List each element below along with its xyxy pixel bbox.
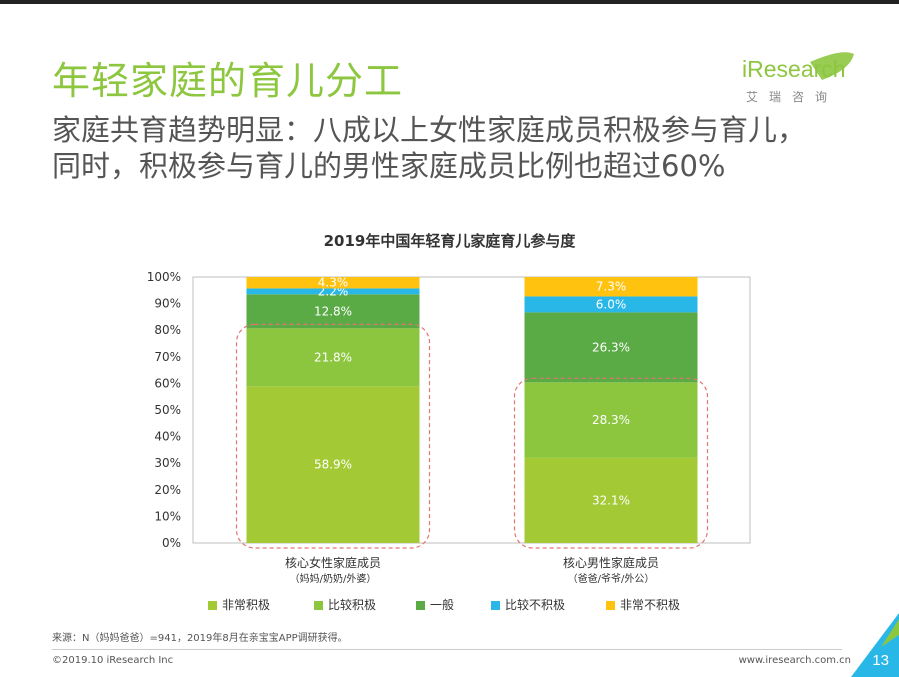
legend-swatch bbox=[606, 601, 615, 610]
subtitle-line-2: 同时，积极参与育儿的男性家庭成员比例也超过60% bbox=[52, 149, 726, 183]
subtitle-line-1: 家庭共育趋势明显：八成以上女性家庭成员积极参与育儿， bbox=[52, 113, 807, 147]
data-label: 26.3% bbox=[592, 340, 630, 354]
y-tick-label: 80% bbox=[154, 323, 181, 337]
x-category-sublabel: （妈妈/奶奶/外婆） bbox=[290, 572, 377, 585]
legend-swatch bbox=[314, 601, 323, 610]
data-label: 32.1% bbox=[592, 493, 630, 507]
y-tick-label: 0% bbox=[162, 536, 181, 550]
logo-leaf-icon bbox=[810, 52, 854, 80]
legend-item: 比较不积极 bbox=[491, 596, 565, 613]
data-label: 21.8% bbox=[314, 350, 352, 364]
data-label: 7.3% bbox=[596, 280, 627, 294]
y-tick-label: 30% bbox=[154, 456, 181, 470]
data-label: 6.0% bbox=[596, 297, 627, 311]
y-tick-label: 20% bbox=[154, 483, 181, 497]
bar-segment bbox=[246, 386, 420, 543]
legend-item: 一般 bbox=[416, 596, 454, 613]
bar-segment bbox=[524, 382, 698, 458]
data-label: 4.3% bbox=[318, 276, 349, 290]
legend-label: 一般 bbox=[430, 598, 455, 612]
y-tick-label: 70% bbox=[154, 350, 181, 364]
y-tick-label: 40% bbox=[154, 430, 181, 444]
page-corner-decoration bbox=[851, 613, 899, 677]
iresearch-logo: iResearch 艾瑞咨询 bbox=[742, 50, 860, 110]
stacked-bar-chart: 0% 10% 20% 30% 40% 50% 60% 70% 80% 90% 100% 58.9% 21… bbox=[147, 270, 751, 585]
y-tick-label: 100% bbox=[147, 270, 181, 284]
legend-item: 非常不积极 bbox=[606, 596, 680, 613]
page-number: 13 bbox=[872, 652, 889, 669]
legend-label: 非常不积极 bbox=[620, 598, 681, 612]
top-border bbox=[0, 0, 899, 4]
page-subtitle: 家庭共育趋势明显：八成以上女性家庭成员积极参与育儿， 同时，积极参与育儿的男性家… bbox=[52, 112, 852, 184]
legend-label: 比较积极 bbox=[328, 598, 377, 612]
highlight-box bbox=[235, 323, 431, 549]
y-tick-label: 60% bbox=[154, 376, 181, 390]
y-tick-label: 90% bbox=[154, 297, 181, 311]
footer-divider bbox=[52, 649, 842, 650]
website-link[interactable]: www.iresearch.com.cn bbox=[738, 655, 851, 666]
legend-item: 比较积极 bbox=[314, 596, 376, 613]
chart-title: 2019年中国年轻育儿家庭育儿参与度 bbox=[323, 232, 576, 250]
legend-swatch bbox=[491, 601, 500, 610]
legend-label: 比较不积极 bbox=[505, 598, 566, 612]
x-category-label: 核心女性家庭成员 bbox=[285, 555, 381, 570]
bar-segment bbox=[524, 457, 698, 543]
bar-segment bbox=[524, 296, 698, 313]
bar-segment bbox=[524, 277, 698, 297]
y-tick-label: 10% bbox=[154, 509, 181, 523]
plot-frame bbox=[192, 276, 751, 544]
legend-item: 非常积极 bbox=[208, 596, 270, 613]
logo-wordmark: iResearch bbox=[742, 56, 846, 82]
legend-swatch bbox=[416, 601, 425, 610]
x-category-label: 核心男性家庭成员 bbox=[563, 555, 659, 570]
logo-tagline: 艾瑞咨询 bbox=[746, 90, 839, 104]
page-title: 年轻家庭的育儿分工 bbox=[52, 59, 404, 103]
copyright-text: ©2019.10 iResearch Inc bbox=[52, 655, 174, 666]
x-category-sublabel: （爸爸/爷爷/外公） bbox=[568, 572, 655, 585]
bar-segment bbox=[246, 288, 420, 295]
bar-segment bbox=[246, 328, 420, 387]
legend-label: 非常积极 bbox=[222, 598, 271, 612]
bar-segment bbox=[524, 312, 698, 383]
data-label: 12.8% bbox=[314, 304, 352, 318]
legend-swatch bbox=[208, 601, 217, 610]
bar-segment bbox=[246, 294, 420, 329]
data-label: 28.3% bbox=[592, 413, 630, 427]
y-tick-label: 50% bbox=[154, 403, 181, 417]
highlight-box bbox=[513, 377, 709, 549]
data-label: 58.9% bbox=[314, 458, 352, 472]
source-note: 来源：N（妈妈爸爸）=941，2019年8月在亲宝宝APP调研获得。 bbox=[52, 633, 348, 644]
bar-segment bbox=[246, 277, 420, 289]
